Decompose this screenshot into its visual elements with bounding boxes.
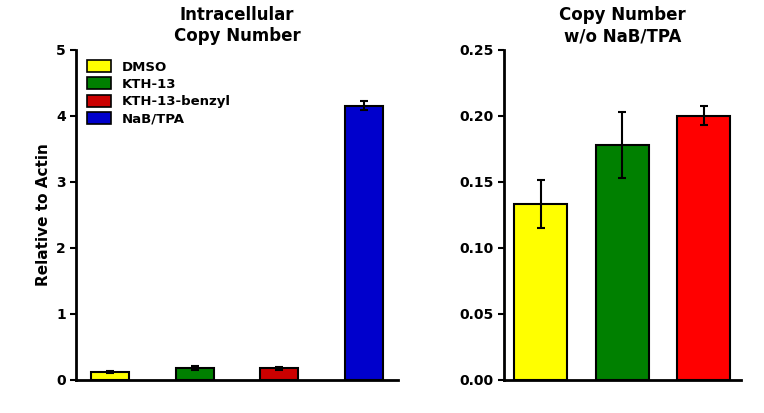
Title: Intracellular
Copy Number: Intracellular Copy Number (173, 7, 300, 45)
Bar (91, 372, 129, 380)
Legend: DMSO, KTH-13, KTH-13-benzyl, NaB/TPA: DMSO, KTH-13, KTH-13-benzyl, NaB/TPA (83, 56, 235, 130)
Bar (678, 116, 730, 380)
Bar (345, 106, 383, 380)
Y-axis label: Relative to Actin: Relative to Actin (36, 143, 50, 286)
Title: Intracellular
Copy Number
w/o NaB/TPA: Intracellular Copy Number w/o NaB/TPA (559, 0, 686, 45)
Bar (176, 368, 214, 380)
Bar (261, 368, 298, 380)
Bar (596, 145, 649, 380)
Bar (514, 204, 568, 380)
